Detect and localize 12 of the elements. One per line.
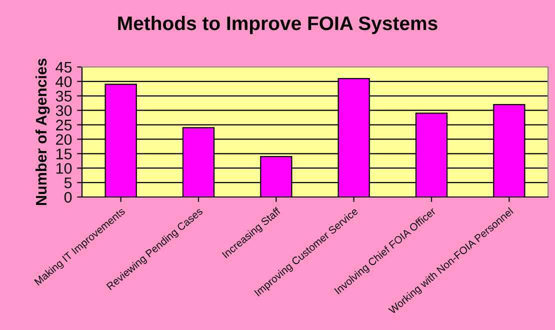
y-tick-label: 30 (56, 105, 72, 116)
y-tick-label: 45 (56, 62, 72, 73)
chart-title: Methods to Improve FOIA Systems (118, 16, 438, 34)
y-tick-label: 10 (56, 162, 72, 174)
y-tick-label: 40 (56, 76, 72, 88)
y-axis-title: Number of Agencies (35, 58, 50, 205)
y-tick-label: 15 (56, 148, 72, 160)
y-tick-label: 5 (64, 178, 72, 188)
y-tick-label: 35 (56, 90, 72, 102)
y-tick-label: 20 (56, 134, 72, 145)
y-tick-label: 0 (64, 192, 72, 203)
y-tick-label: 25 (56, 120, 72, 130)
